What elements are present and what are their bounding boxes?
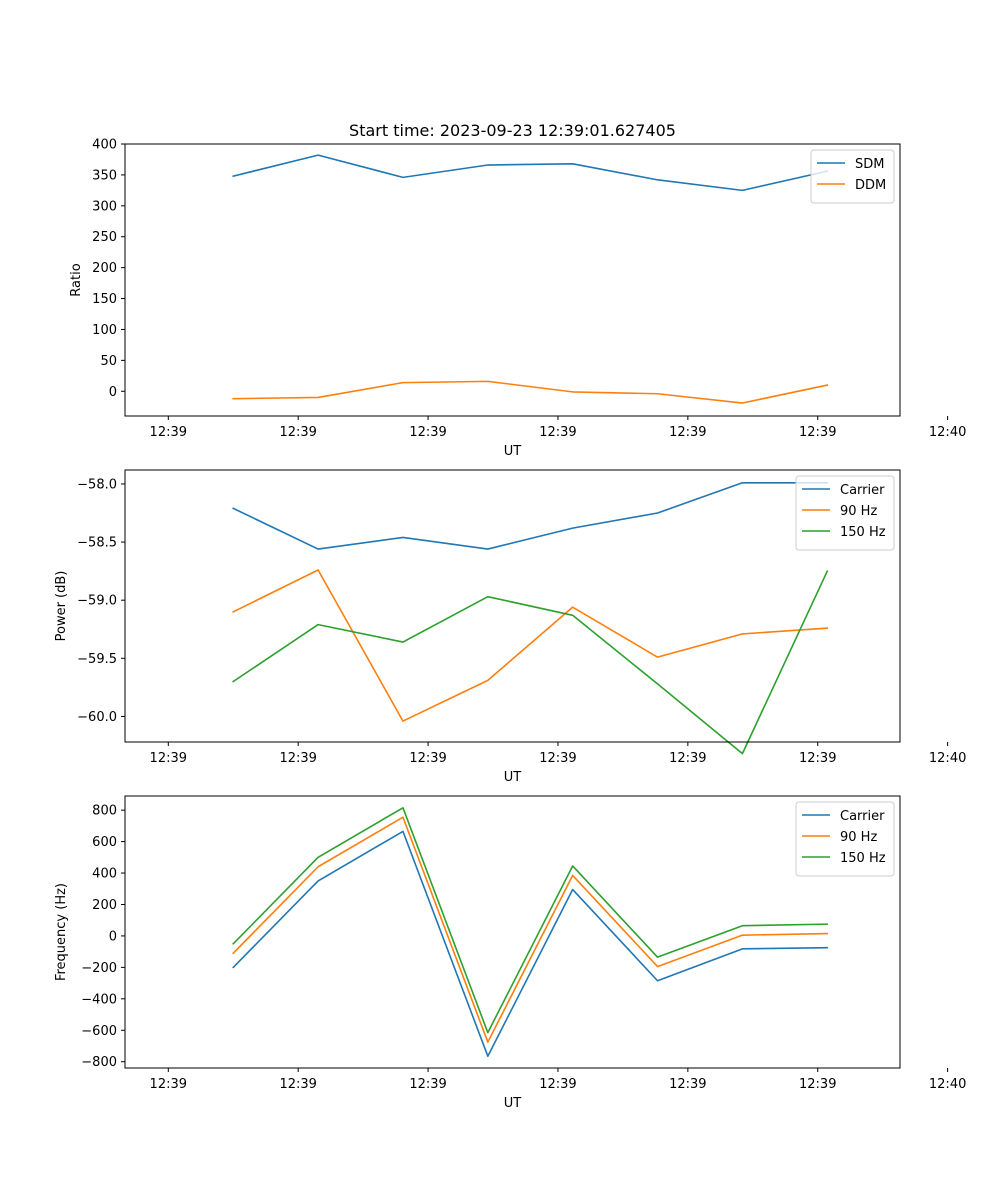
x-tick-label: 12:39 [279, 751, 316, 766]
y-tick-label: −58.5 [77, 536, 117, 551]
x-tick-label: 12:39 [279, 1077, 316, 1092]
x-tick-label: 12:39 [150, 1077, 187, 1092]
y-tick-label: −59.0 [77, 594, 117, 609]
y-tick-label: 0 [109, 385, 117, 400]
x-axis-label: UT [504, 770, 522, 785]
x-tick-label: 12:39 [539, 1077, 576, 1092]
legend-label: 90 Hz [840, 830, 877, 845]
x-tick-label: 12:39 [409, 1077, 446, 1092]
y-tick-label: −58.0 [77, 477, 117, 492]
legend-label: DDM [855, 178, 886, 193]
x-tick-label: 12:39 [150, 751, 187, 766]
plot-frame [124, 795, 901, 1069]
series-line-sdm [232, 154, 829, 192]
series-line-carrier [232, 830, 829, 1058]
y-tick-label: −600 [81, 1024, 117, 1039]
y-tick-label: 400 [92, 867, 117, 882]
x-tick-label: 12:39 [539, 751, 576, 766]
chart-title: Start time: 2023-09-23 12:39:01.627405 [349, 121, 676, 140]
chart-panel-2: −60.0 −59.5 −59.0 −58.5 −58.0 12:39 12:39 12:39… [54, 469, 966, 785]
y-tick-label: −60.0 [77, 710, 117, 725]
y-tick-label: −400 [81, 992, 117, 1007]
legend-label: 150 Hz [840, 851, 886, 866]
chart-panel-3: −800 −600 −400 −200 0 200 400 600 800 12:39 12:39 1… [54, 795, 966, 1111]
x-tick-label: 12:40 [929, 1077, 966, 1092]
y-axis-label: Power (dB) [54, 571, 69, 642]
legend: Carrier 90 Hz 150 Hz [795, 801, 895, 877]
y-tick-label: 200 [92, 898, 117, 913]
x-tick-label: 12:39 [669, 751, 706, 766]
y-tick-label: 600 [92, 835, 117, 850]
y-tick-label: 0 [109, 929, 117, 944]
series-line-150-hz [232, 806, 829, 1034]
y-tick-label: −59.5 [77, 652, 117, 667]
y-tick-label: 300 [92, 199, 117, 214]
legend-label: 90 Hz [840, 504, 877, 519]
y-tick-label: 350 [92, 168, 117, 183]
y-tick-label: 400 [92, 138, 117, 153]
x-axis-label: UT [504, 444, 522, 459]
series-line-90-hz [232, 569, 829, 722]
x-tick-label: 12:39 [279, 425, 316, 440]
x-tick-label: 12:39 [669, 1077, 706, 1092]
x-tick-label: 12:39 [150, 425, 187, 440]
x-tick-label: 12:40 [929, 751, 966, 766]
series-line-ddm [232, 380, 829, 404]
legend: SDM DDM [810, 149, 895, 204]
plot-frame [124, 469, 901, 743]
y-tick-label: 250 [92, 230, 117, 245]
y-tick-label: 150 [92, 292, 117, 307]
y-tick-label: −800 [81, 1055, 117, 1070]
y-tick-label: 100 [92, 323, 117, 338]
x-tick-label: 12:40 [929, 425, 966, 440]
x-tick-label: 12:39 [799, 1077, 836, 1092]
plot-frame [124, 143, 901, 417]
series-line-carrier [232, 481, 829, 550]
chart-panel-1: 0 50 100 150 200 250 300 350 400 12:39 12:39 12:39 1… [69, 121, 966, 459]
y-tick-label: 200 [92, 261, 117, 276]
x-tick-label: 12:39 [409, 425, 446, 440]
x-tick-label: 12:39 [799, 751, 836, 766]
x-axis-label: UT [504, 1096, 522, 1111]
x-tick-label: 12:39 [669, 425, 706, 440]
y-axis-label: Ratio [69, 263, 84, 296]
y-tick-label: −200 [81, 961, 117, 976]
x-tick-label: 12:39 [539, 425, 576, 440]
legend-label: Carrier [840, 809, 885, 824]
legend: Carrier 90 Hz 150 Hz [795, 475, 895, 551]
legend-label: Carrier [840, 483, 885, 498]
y-tick-label: 800 [92, 804, 117, 819]
x-tick-label: 12:39 [799, 425, 836, 440]
y-tick-label: 50 [100, 354, 117, 369]
legend-label: SDM [855, 157, 884, 172]
y-axis-label: Frequency (Hz) [54, 883, 69, 981]
series-line-90-hz [232, 816, 829, 1043]
legend-label: 150 Hz [840, 525, 886, 540]
x-tick-label: 12:39 [409, 751, 446, 766]
